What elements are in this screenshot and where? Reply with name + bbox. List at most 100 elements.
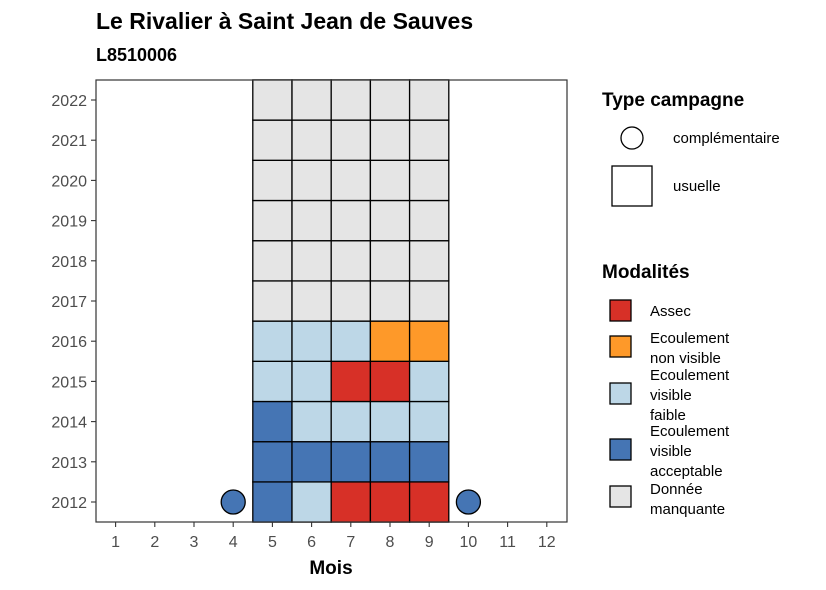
legend-modalite-label: faible <box>650 407 686 424</box>
legend-modalite-label: Assec <box>650 303 691 320</box>
heatmap-cell <box>291 79 332 121</box>
x-tick-label: 1 <box>111 534 120 551</box>
x-tick-label: 3 <box>190 534 199 551</box>
legend-modalite-label: manquante <box>650 501 725 518</box>
chart-title: Le Rivalier à Saint Jean de Sauves <box>96 8 474 34</box>
heatmap-cell <box>330 79 372 121</box>
legend-campagne-label: usuelle <box>673 178 721 195</box>
heatmap-cell <box>408 159 450 202</box>
heatmap-cell <box>252 79 293 121</box>
heatmap-cell <box>252 119 293 161</box>
heatmap-cell <box>408 240 450 282</box>
heatmap-cell <box>252 159 293 202</box>
heatmap-cell <box>408 320 450 362</box>
heatmap-cell <box>330 481 372 523</box>
y-tick-label: 2022 <box>51 93 87 110</box>
heatmap-cell <box>252 441 293 483</box>
heatmap-cell <box>369 199 411 242</box>
heatmap-cell <box>330 240 372 282</box>
heatmap-cell <box>408 119 450 161</box>
heatmap-cell <box>408 280 450 322</box>
heatmap-cell <box>330 360 372 403</box>
heatmap-cell <box>408 400 450 443</box>
heatmap-cell <box>252 481 293 523</box>
x-tick-label: 9 <box>425 534 434 551</box>
heatmap-cell <box>330 441 372 483</box>
legend-swatch <box>609 382 632 405</box>
heatmap-cell <box>408 441 450 483</box>
x-tick-label: 12 <box>538 534 556 551</box>
heatmap-cell <box>291 199 332 242</box>
heatmap-cell <box>369 441 411 483</box>
heatmap-cell <box>291 441 332 483</box>
y-tick-label: 2014 <box>51 415 87 432</box>
legend-modalite-label: non visible <box>650 350 721 367</box>
heatmap-cell <box>291 320 332 362</box>
heatmap-cell <box>291 159 332 202</box>
heatmap-cell <box>369 280 411 322</box>
x-tick-label: 6 <box>307 534 316 551</box>
y-tick-label: 2013 <box>51 455 87 472</box>
legend-campagne-title: Type campagne <box>602 90 744 111</box>
y-tick-label: 2019 <box>51 214 87 231</box>
x-axis-title: Mois <box>309 558 352 579</box>
legend-swatch <box>609 485 632 508</box>
legend-swatch <box>609 438 632 461</box>
legend-modalite-label: visible <box>650 387 692 404</box>
heatmap-cell <box>330 280 372 322</box>
heatmap-cell <box>252 360 293 403</box>
y-tick-label: 2020 <box>51 173 87 190</box>
complementary-point <box>455 489 482 515</box>
y-tick-label: 2021 <box>51 133 87 150</box>
legend-modalite-label: Donnée <box>650 481 703 498</box>
x-tick-label: 4 <box>229 534 238 551</box>
heatmap-cell <box>330 199 372 242</box>
heatmap-cell <box>291 280 332 322</box>
heatmap-cell <box>252 240 293 282</box>
heatmap-cell <box>408 79 450 121</box>
heatmap-cell <box>369 159 411 202</box>
heatmap-cell <box>291 481 332 523</box>
y-tick-label: 2015 <box>51 374 87 391</box>
legend-swatch <box>609 335 632 358</box>
legend-modalite-label: Ecoulement <box>650 367 730 384</box>
legend-campagne-label: complémentaire <box>673 130 780 147</box>
legend-modalite-label: Ecoulement <box>650 423 730 440</box>
plot-area <box>96 79 567 523</box>
x-tick-label: 8 <box>386 534 395 551</box>
x-tick-label: 11 <box>499 534 516 551</box>
heatmap-cell <box>369 79 411 121</box>
y-tick-label: 2017 <box>51 294 87 311</box>
heatmap-cell <box>330 159 372 202</box>
legend-modalite-label: acceptable <box>650 463 723 480</box>
heatmap-cell <box>369 119 411 161</box>
legend-square-key <box>611 165 653 207</box>
heatmap-cell <box>369 360 411 403</box>
axes: 1 2 3 4 5 6 7 8 9 10 11 122012201320142015201620172… <box>51 79 568 551</box>
heatmap-cell <box>252 199 293 242</box>
legend-circle-key <box>620 126 644 150</box>
x-tick-label: 7 <box>346 534 355 551</box>
heatmap-cell <box>369 481 411 523</box>
heatmap-cell <box>252 400 293 443</box>
heatmap-cell <box>291 400 332 443</box>
x-tick-label: 5 <box>268 534 277 551</box>
heatmap-cell <box>408 360 450 403</box>
heatmap-cell <box>252 320 293 362</box>
heatmap-cell <box>291 360 332 403</box>
x-tick-label: 2 <box>150 534 159 551</box>
legend: Type campagne complémentaire usuelle Modali… <box>602 90 780 518</box>
y-tick-label: 2012 <box>51 495 87 512</box>
legend-modalites-title: Modalités <box>602 262 690 283</box>
legend-swatch <box>609 299 632 322</box>
heatmap-cell <box>291 240 332 282</box>
heatmap-cell <box>252 280 293 322</box>
heatmap-cell <box>369 400 411 443</box>
legend-modalite-label: Ecoulement <box>650 330 730 347</box>
heatmap-cell <box>408 199 450 242</box>
legend-modalite-label: visible <box>650 443 692 460</box>
y-tick-label: 2016 <box>51 334 87 351</box>
heatmap-cell <box>330 119 372 161</box>
y-tick-label: 2018 <box>51 254 87 271</box>
